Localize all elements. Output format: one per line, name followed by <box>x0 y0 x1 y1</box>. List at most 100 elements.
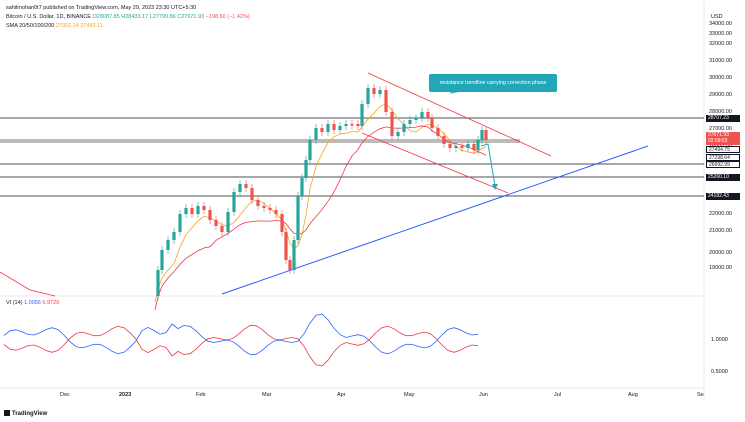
candle[interactable] <box>190 208 194 214</box>
time-label: May <box>404 392 415 398</box>
projection-arrowhead <box>492 184 498 190</box>
tradingview-logo[interactable]: TradingView <box>4 410 47 417</box>
candle[interactable] <box>284 232 288 260</box>
price-tick: 29000.00 <box>709 92 732 98</box>
sma-values: 27302.14 27493.11 <box>55 23 103 29</box>
candle[interactable] <box>208 210 212 220</box>
time-label: Jul <box>554 392 562 398</box>
candle[interactable] <box>244 184 248 188</box>
candle[interactable] <box>202 206 206 210</box>
candle[interactable] <box>178 214 182 232</box>
price-tick: 27000.00 <box>709 126 732 132</box>
candle[interactable] <box>262 206 266 208</box>
candle[interactable] <box>300 178 304 196</box>
candle[interactable] <box>304 160 308 178</box>
candle[interactable] <box>332 124 336 130</box>
sma-legend[interactable]: SMA 20/50/100/200 27302.14 27493.11 <box>6 23 103 29</box>
candle[interactable] <box>378 90 382 94</box>
candle[interactable] <box>268 208 272 210</box>
candle[interactable] <box>356 124 360 126</box>
level-zone-27400[interactable] <box>0 139 520 143</box>
price-tick: 33000.00 <box>709 31 732 37</box>
candle[interactable] <box>256 200 260 206</box>
candle[interactable] <box>292 240 296 270</box>
time-label: Feb <box>196 392 206 398</box>
candle[interactable] <box>360 104 364 126</box>
candle[interactable] <box>466 144 470 148</box>
candle[interactable] <box>442 136 446 144</box>
price-tick: 34000.00 <box>709 21 732 27</box>
publisher-line: sahilmohan0t7 published on TradingView.c… <box>6 5 197 11</box>
candle[interactable] <box>476 140 480 150</box>
price-tag: 27298.64 <box>706 154 740 161</box>
symbol-legend[interactable]: Bitcoin / U.S. Dollar, 1D, BINANCE O2808… <box>6 14 250 20</box>
candle[interactable] <box>344 124 348 126</box>
candle[interactable] <box>350 124 354 126</box>
candle[interactable] <box>454 146 458 148</box>
candle[interactable] <box>250 188 254 200</box>
candle[interactable] <box>366 88 370 104</box>
candle[interactable] <box>320 128 324 132</box>
candles-group[interactable] <box>156 84 488 300</box>
annotation-callout[interactable]: resistance trendline carrying correction… <box>429 74 557 92</box>
candle[interactable] <box>226 212 230 232</box>
price-tick: 20000.00 <box>709 250 732 256</box>
candle[interactable] <box>484 130 488 140</box>
candle[interactable] <box>430 118 434 128</box>
symbol-name: Bitcoin / U.S. Dollar, 1D, BINANCE <box>6 14 91 20</box>
price-tag: 26992.99 <box>706 161 740 168</box>
vi-minus-value: 0.9729 <box>42 300 60 306</box>
vi-plus-line[interactable] <box>3 313 479 355</box>
vi-plus-value: 1.0056 <box>24 300 41 306</box>
candle[interactable] <box>402 124 406 132</box>
candle[interactable] <box>184 208 188 214</box>
candle[interactable] <box>420 112 424 118</box>
channel-support-line[interactable] <box>361 132 509 194</box>
candle[interactable] <box>274 210 278 214</box>
candle[interactable] <box>448 144 452 148</box>
candle[interactable] <box>288 260 292 270</box>
support-trendline[interactable] <box>221 145 649 295</box>
candle[interactable] <box>326 124 330 132</box>
ohlc-values: O28087.85 H28433.17 L27790.86 C27671.93 <box>92 14 205 20</box>
candle[interactable] <box>156 270 160 296</box>
candle[interactable] <box>460 146 464 148</box>
time-label: Aug <box>628 392 638 398</box>
candle[interactable] <box>308 140 312 160</box>
projection-arrow[interactable] <box>480 143 496 187</box>
price-tag: 27671.93 <box>706 132 740 139</box>
candle[interactable] <box>160 250 164 270</box>
vi-legend[interactable]: VI (14) 1.0056 0.9729 <box>6 300 59 306</box>
candle[interactable] <box>232 192 236 212</box>
candle[interactable] <box>436 128 440 136</box>
sma-50-line[interactable] <box>154 125 487 311</box>
candle[interactable] <box>480 130 484 140</box>
candle[interactable] <box>408 120 412 124</box>
candle[interactable] <box>414 118 418 120</box>
candle[interactable] <box>214 220 218 226</box>
price-tick: 19000.00 <box>709 265 732 271</box>
candle[interactable] <box>280 214 284 232</box>
candle[interactable] <box>384 90 388 112</box>
candle[interactable] <box>238 184 242 192</box>
price-tag: 02:59:53 <box>706 138 740 145</box>
candle[interactable] <box>296 196 300 240</box>
candle[interactable] <box>338 126 342 130</box>
vi-tick-05: 0.5000 <box>711 369 728 375</box>
time-label: Jun <box>479 392 488 398</box>
candle[interactable] <box>196 206 200 214</box>
candle[interactable] <box>166 240 170 250</box>
candle[interactable] <box>472 144 476 150</box>
candle[interactable] <box>314 128 318 140</box>
candle[interactable] <box>426 112 430 118</box>
resistance-trendline[interactable] <box>367 72 552 157</box>
candle[interactable] <box>396 132 400 136</box>
sma-200-line[interactable] <box>0 271 56 297</box>
candle[interactable] <box>390 112 394 136</box>
candle[interactable] <box>372 88 376 94</box>
vi-minus-line[interactable] <box>3 325 479 367</box>
candle[interactable] <box>172 232 176 240</box>
candle[interactable] <box>220 226 224 232</box>
